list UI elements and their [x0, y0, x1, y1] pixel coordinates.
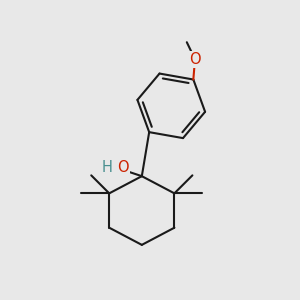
Text: O: O — [189, 52, 201, 67]
Text: O: O — [117, 160, 129, 175]
Text: H: H — [102, 160, 113, 175]
